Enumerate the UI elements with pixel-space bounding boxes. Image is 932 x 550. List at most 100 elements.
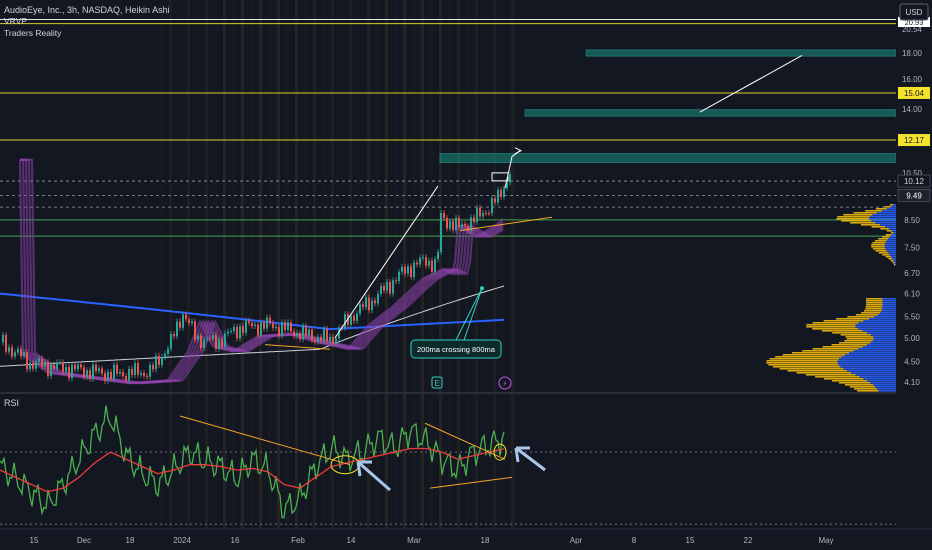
- indicator-traders-reality[interactable]: Traders Reality: [4, 28, 62, 38]
- price-tag-bg: [897, 174, 931, 188]
- vp-bar-up: [845, 336, 874, 338]
- vp-bar-down: [837, 360, 896, 362]
- vp-bar-down: [847, 370, 896, 372]
- vp-bar-up: [796, 372, 852, 374]
- vp-bar-down: [853, 350, 896, 352]
- session-stripe: [385, 0, 388, 528]
- candle-body: [470, 217, 472, 231]
- rsi-trendline: [424, 422, 506, 460]
- vp-bar-down: [891, 230, 896, 232]
- vp-bar-up: [853, 212, 877, 214]
- candle-body: [380, 285, 382, 294]
- candle-body: [128, 368, 130, 381]
- time-tick: 22: [744, 536, 753, 545]
- vp-bar-up: [875, 250, 887, 252]
- candle-body: [479, 207, 481, 217]
- candle-body: [272, 322, 274, 328]
- vp-bar-down: [892, 258, 896, 260]
- vp-bar-down: [873, 338, 896, 340]
- vp-bar-down: [885, 248, 896, 250]
- rsi-label: RSI: [4, 398, 19, 408]
- vp-bar-down: [886, 240, 896, 242]
- candle-body: [503, 188, 505, 197]
- vp-bar-up: [812, 348, 859, 350]
- candle-body: [410, 266, 412, 278]
- candle-body: [377, 293, 379, 304]
- candle-body: [230, 331, 232, 333]
- vp-bar-down: [872, 340, 896, 342]
- session-stripe: [367, 0, 370, 528]
- candle-body: [41, 358, 43, 367]
- session-stripe: [295, 0, 298, 528]
- candle-body: [335, 338, 337, 344]
- rsi-panel[interactable]: 100.0080.0060.0045.0037.0029.00: [0, 394, 925, 531]
- time-tick: 16: [231, 536, 240, 545]
- candle-body: [506, 182, 508, 189]
- time-axis[interactable]: 15 Dec 18 2024 16 Feb 14 Mar 18 Apr 8 15 22 May: [30, 536, 834, 545]
- candle-body: [440, 212, 442, 252]
- currency-button[interactable]: [899, 3, 929, 21]
- candle-body: [326, 328, 328, 342]
- vp-bar-up: [872, 242, 886, 244]
- vp-bar-up: [823, 320, 864, 322]
- vp-bar-up: [889, 204, 894, 206]
- vp-bar-down: [882, 298, 896, 300]
- candle-body: [83, 367, 85, 377]
- candle-body: [425, 257, 427, 266]
- vp-bar-down: [884, 226, 896, 228]
- vp-bar-up: [880, 228, 889, 230]
- candle-body: [323, 328, 325, 342]
- candle-body: [422, 257, 424, 259]
- candle-body: [242, 326, 244, 333]
- candle-body: [182, 314, 184, 328]
- vp-bar-down: [859, 376, 896, 378]
- candle-body: [167, 348, 169, 354]
- candle-body: [320, 336, 322, 342]
- session-stripe: [358, 0, 361, 528]
- session-stripe: [169, 0, 172, 528]
- price-tick: 20.54: [902, 25, 923, 34]
- vp-bar-up: [865, 210, 883, 212]
- rsi-trendline: [429, 476, 513, 489]
- candle-body: [497, 189, 499, 203]
- vp-bar-up: [888, 258, 893, 260]
- vp-bar-up: [871, 226, 885, 228]
- candle-body: [125, 376, 127, 381]
- candle-body: [458, 217, 460, 228]
- session-stripe: [286, 0, 289, 528]
- candle-body: [431, 260, 433, 272]
- dividend-marker: [498, 376, 512, 390]
- candle-body: [467, 225, 469, 231]
- time-tick: 18: [126, 536, 135, 545]
- chart-title: AudioEye, Inc., 3h, NASDAQ, Heikin Ashi: [4, 5, 170, 15]
- session-stripe: [475, 0, 478, 528]
- candle-body: [233, 326, 235, 332]
- session-stripe: [403, 0, 406, 528]
- vp-bar-down: [876, 212, 896, 214]
- candle-body: [26, 352, 28, 370]
- candle-body: [374, 300, 376, 304]
- vp-bar-down: [881, 310, 896, 312]
- candle-body: [65, 366, 67, 372]
- vp-bar-down: [843, 368, 896, 370]
- vp-bar-up: [844, 340, 873, 342]
- session-stripe: [313, 0, 316, 528]
- earnings-marker: [431, 376, 443, 389]
- candle-body: [338, 327, 340, 339]
- session-stripe: [268, 0, 271, 528]
- candle-body: [59, 362, 61, 364]
- candle-body: [419, 257, 421, 265]
- candle-body: [266, 317, 268, 329]
- vp-bar-up: [840, 334, 872, 336]
- candle-body: [116, 364, 118, 374]
- price-tick: 4.50: [904, 357, 920, 366]
- candle-body: [428, 260, 430, 266]
- price-panel[interactable]: [0, 0, 896, 392]
- candle-body: [455, 217, 457, 231]
- vp-bar-up: [775, 356, 842, 358]
- time-tick: 2024: [173, 536, 191, 545]
- candle-body: [17, 348, 19, 353]
- session-stripe: [178, 0, 181, 528]
- indicator-vrvp[interactable]: VRVP: [4, 16, 27, 26]
